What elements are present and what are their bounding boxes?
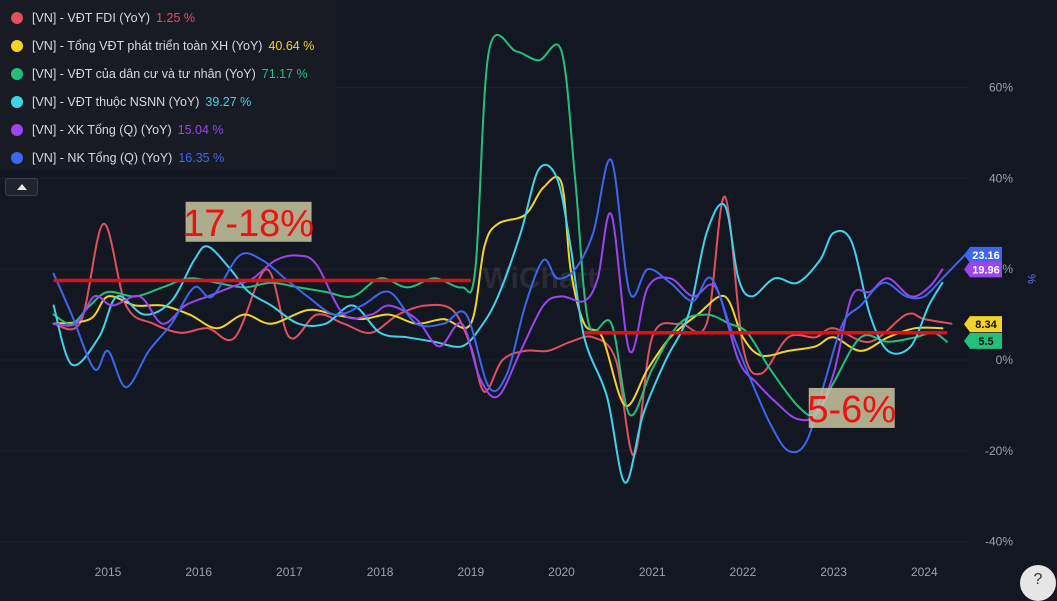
y-tick-label: 0%	[996, 353, 1014, 367]
legend-item[interactable]: [VN] - VĐT thuộc NSNN (YoY) 39.27 %	[0, 88, 336, 116]
y-tick-label: 40%	[989, 171, 1013, 185]
value-tag-box	[964, 246, 1002, 263]
value-tag-box	[964, 261, 1002, 278]
legend-dot	[11, 68, 23, 80]
value-tag-label: 23.16	[972, 250, 1000, 262]
reference-lines	[53, 278, 947, 335]
x-tick-label: 2021	[639, 565, 666, 579]
value-tag-box	[964, 316, 1002, 333]
legend-dot	[11, 152, 23, 164]
x-tick-label: 2019	[457, 565, 484, 579]
legend-dot	[11, 124, 23, 136]
y-unit-label: %	[1025, 274, 1037, 284]
series-line	[52, 34, 948, 417]
x-tick-label: 2022	[730, 565, 757, 579]
annotations: 17-18% 5-6%	[183, 201, 896, 431]
legend-label: [VN] - VĐT FDI (YoY)	[32, 11, 151, 25]
legend-value: 15.04 %	[177, 123, 224, 137]
legend-dot	[11, 40, 23, 52]
chevron-up-icon	[17, 184, 27, 190]
x-tick-label: 2018	[367, 565, 394, 579]
line-chart: WiChart 17-18%5-6% 60%40%20%0%-20%-40%% …	[0, 34, 1037, 579]
legend-value: 1.25 %	[156, 11, 196, 25]
annotation-text: 17-18%	[183, 203, 314, 245]
x-tick-label: 2024	[911, 565, 938, 579]
legend-item[interactable]: [VN] - XK Tổng (Q) (YoY) 15.04 %	[0, 116, 336, 144]
legend-label: [VN] - XK Tổng (Q) (YoY)	[32, 123, 172, 137]
legend-dot	[11, 96, 23, 108]
legend: [VN] - VĐT FDI (YoY) 1.25 % [VN] - Tổng …	[0, 0, 336, 170]
legend-value: 16.35 %	[178, 151, 225, 165]
x-tick-label: 2020	[548, 565, 575, 579]
legend-label: [VN] - VĐT thuộc NSNN (YoY)	[32, 95, 200, 109]
y-tick-label: 60%	[989, 81, 1013, 95]
legend-item[interactable]: [VN] - VĐT FDI (YoY) 1.25 %	[0, 4, 336, 32]
annotation-box	[808, 387, 895, 428]
x-tick-label: 2016	[185, 565, 212, 579]
collapse-legend-button[interactable]	[5, 178, 38, 196]
legend-item[interactable]: [VN] - Tổng VĐT phát triển toàn XH (YoY)…	[0, 32, 336, 60]
x-tick-label: 2015	[95, 565, 122, 579]
legend-value: 71.17 %	[261, 67, 308, 81]
y-tick-label: -20%	[985, 444, 1013, 458]
grid-lines	[0, 87, 968, 543]
series-line	[52, 175, 944, 407]
value-tag-box	[964, 332, 1002, 349]
legend-label: [VN] - Tổng VĐT phát triển toàn XH (YoY)	[32, 39, 263, 53]
x-tick-label: 2023	[820, 565, 847, 579]
series-line	[52, 163, 944, 484]
legend-label: [VN] - NK Tổng (Q) (YoY)	[32, 151, 173, 165]
legend-label: [VN] - VĐT của dân cư và tư nhân (YoY)	[32, 67, 256, 81]
annotation-text: 5-6%	[807, 389, 896, 431]
series-line	[52, 195, 953, 457]
legend-dot	[11, 12, 23, 24]
legend-item[interactable]: [VN] - NK Tổng (Q) (YoY) 16.35 %	[0, 144, 336, 172]
legend-value: 40.64 %	[268, 39, 315, 53]
y-axis: 60%40%20%0%-20%-40%%	[985, 81, 1037, 549]
x-axis: 2015 2016 2017 2018 2019 2020 2021 2022 2023 2024	[95, 565, 938, 579]
help-button[interactable]: ?	[1020, 565, 1056, 601]
value-tag-label: 8.34	[975, 319, 997, 331]
last-value-tags: 23.16 19.96 8.34 5.5	[964, 246, 1002, 349]
x-tick-label: 2017	[276, 565, 303, 579]
value-tag-label: 5.5	[978, 336, 993, 348]
legend-value: 39.27 %	[205, 95, 252, 109]
y-tick-label: -40%	[985, 535, 1013, 549]
annotation-box	[185, 201, 312, 242]
value-tag-label: 19.96	[972, 264, 1000, 276]
legend-item[interactable]: [VN] - VĐT của dân cư và tư nhân (YoY) 7…	[0, 60, 336, 88]
